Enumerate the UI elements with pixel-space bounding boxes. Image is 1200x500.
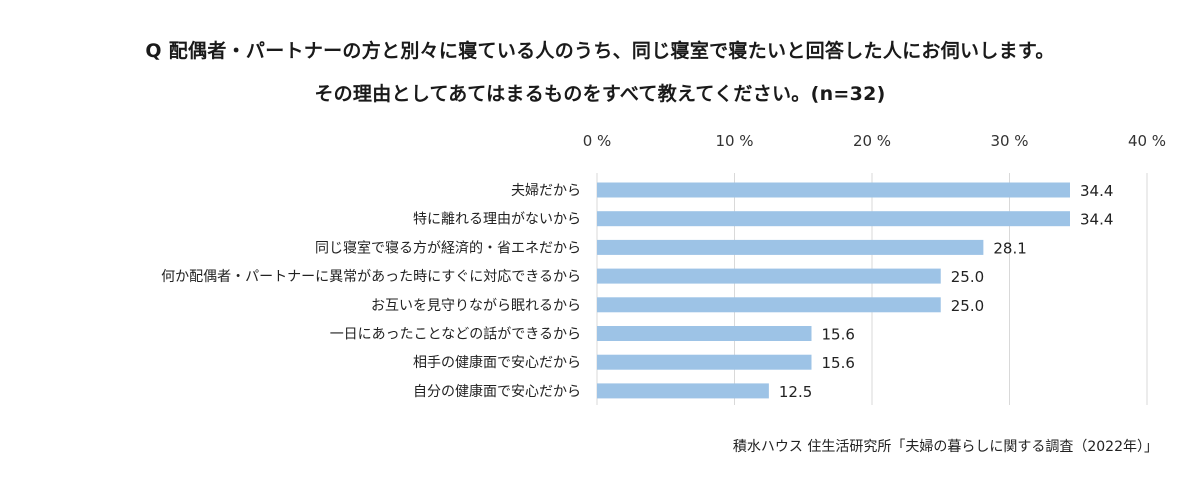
category-label: 一日にあったことなどの話ができるから	[330, 326, 581, 343]
bar	[597, 354, 812, 370]
x-tick-label: 10 %	[715, 132, 753, 150]
data-label: 12.5	[779, 383, 812, 401]
category-label: 自分の健康面で安心だから	[413, 383, 581, 400]
data-label: 15.6	[822, 354, 855, 372]
category-label: 何か配偶者・パートナーに異常があった時にすぐに対応できるから	[161, 269, 581, 285]
bar	[597, 383, 769, 399]
data-label: 34.4	[1080, 182, 1113, 200]
x-tick-label: 0 %	[583, 132, 612, 150]
category-label: 同じ寝室で寝る方が経済的・省エネだから	[315, 239, 581, 256]
data-label: 25.0	[951, 297, 984, 315]
chart-title-line-1: Q 配偶者・パートナーの方と別々に寝ている人のうち、同じ寝室で寝たいと回答した人…	[145, 40, 1055, 62]
bar	[597, 268, 941, 284]
x-tick-label: 20 %	[853, 132, 891, 150]
x-tick-label: 40 %	[1128, 132, 1166, 150]
x-tick-label: 30 %	[990, 132, 1028, 150]
category-label: 特に離れる理由がないから	[413, 211, 581, 228]
category-label: 夫婦だから	[511, 182, 581, 199]
data-label: 25.0	[951, 268, 984, 286]
bar	[597, 182, 1070, 198]
bar	[597, 211, 1070, 227]
bar	[597, 297, 941, 313]
category-label: お互いを見守りながら眠れるから	[371, 298, 581, 314]
chart-title-line-2: その理由としてあてはまるものをすべて教えてください。(n=32)	[314, 83, 886, 105]
bar	[597, 326, 812, 341]
data-label: 34.4	[1080, 211, 1113, 229]
bar	[597, 239, 984, 255]
data-label: 15.6	[822, 326, 855, 344]
source-note: 積水ハウス 住生活研究所「夫婦の暮らしに関する調査（2022年）」	[732, 439, 1158, 455]
category-label: 相手の健康面で安心だから	[413, 354, 581, 371]
data-label: 28.1	[993, 239, 1026, 257]
